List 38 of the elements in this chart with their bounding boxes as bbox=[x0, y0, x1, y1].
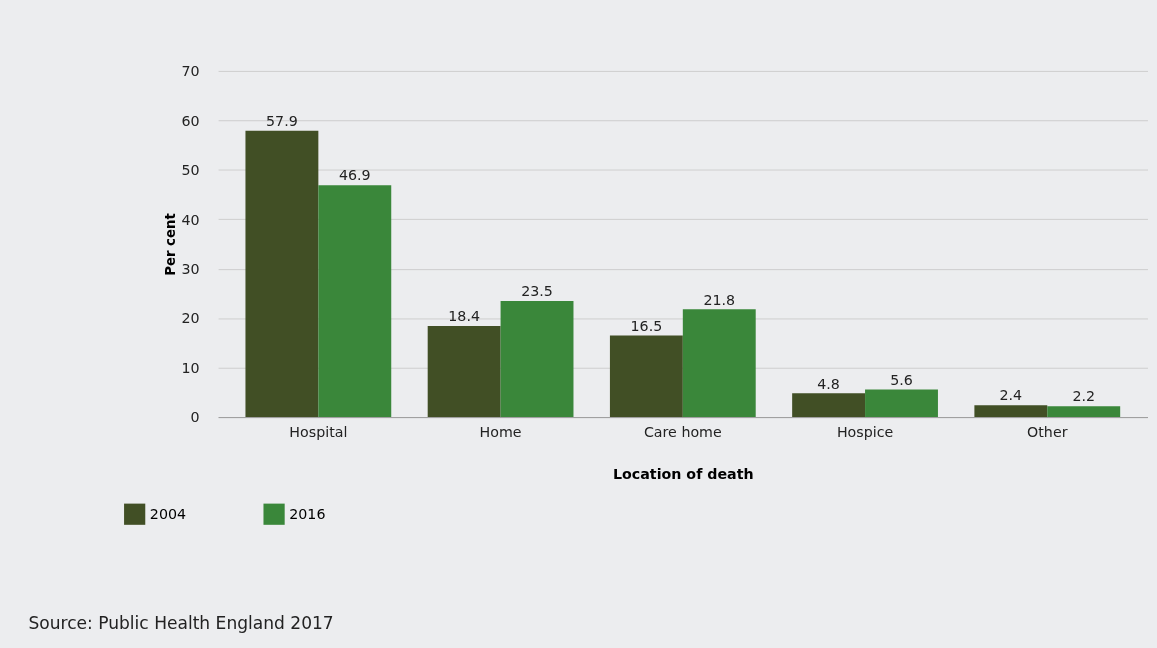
data-label: 18.4 bbox=[448, 308, 480, 325]
bar bbox=[609, 335, 683, 418]
data-label: 46.9 bbox=[338, 167, 371, 184]
data-label: 2.4 bbox=[999, 387, 1023, 404]
data-label: 4.8 bbox=[817, 375, 840, 392]
bar bbox=[792, 393, 866, 418]
x-tick-label: Hospice bbox=[836, 423, 894, 440]
data-label: 57.9 bbox=[266, 113, 298, 130]
data-label: 2.2 bbox=[1072, 388, 1096, 405]
y-tick-label: 70 bbox=[181, 63, 200, 80]
bar bbox=[318, 185, 392, 418]
bar bbox=[427, 326, 501, 418]
y-tick-label: 60 bbox=[181, 112, 200, 129]
y-tick-label: 40 bbox=[181, 211, 200, 228]
data-label: 23.5 bbox=[521, 283, 553, 300]
y-tick-label: 0 bbox=[190, 409, 200, 426]
bar bbox=[865, 389, 938, 418]
bar bbox=[682, 309, 756, 418]
y-axis-title: Per cent bbox=[162, 212, 178, 276]
x-tick-label: Other bbox=[1027, 423, 1068, 440]
data-label: 5.6 bbox=[890, 371, 913, 388]
x-tick-label: Care home bbox=[643, 423, 722, 440]
bar bbox=[500, 300, 574, 418]
bar bbox=[974, 405, 1048, 418]
y-tick-label: 20 bbox=[181, 310, 200, 327]
y-tick-label: 30 bbox=[181, 260, 200, 277]
legend-label: 2004 bbox=[149, 505, 187, 522]
x-tick-label: Hospital bbox=[289, 423, 348, 440]
y-tick-label: 10 bbox=[181, 359, 200, 376]
bar bbox=[1047, 406, 1121, 418]
x-tick-label: Home bbox=[479, 423, 522, 440]
data-label: 21.8 bbox=[703, 291, 736, 308]
legend-label: 2016 bbox=[289, 505, 326, 522]
data-label: 16.5 bbox=[630, 317, 663, 334]
x-axis-title: Location of death bbox=[612, 466, 754, 483]
bar bbox=[245, 130, 319, 418]
source-note: Source: Public Health England 2017 bbox=[28, 612, 334, 633]
y-tick-label: 50 bbox=[181, 162, 200, 179]
